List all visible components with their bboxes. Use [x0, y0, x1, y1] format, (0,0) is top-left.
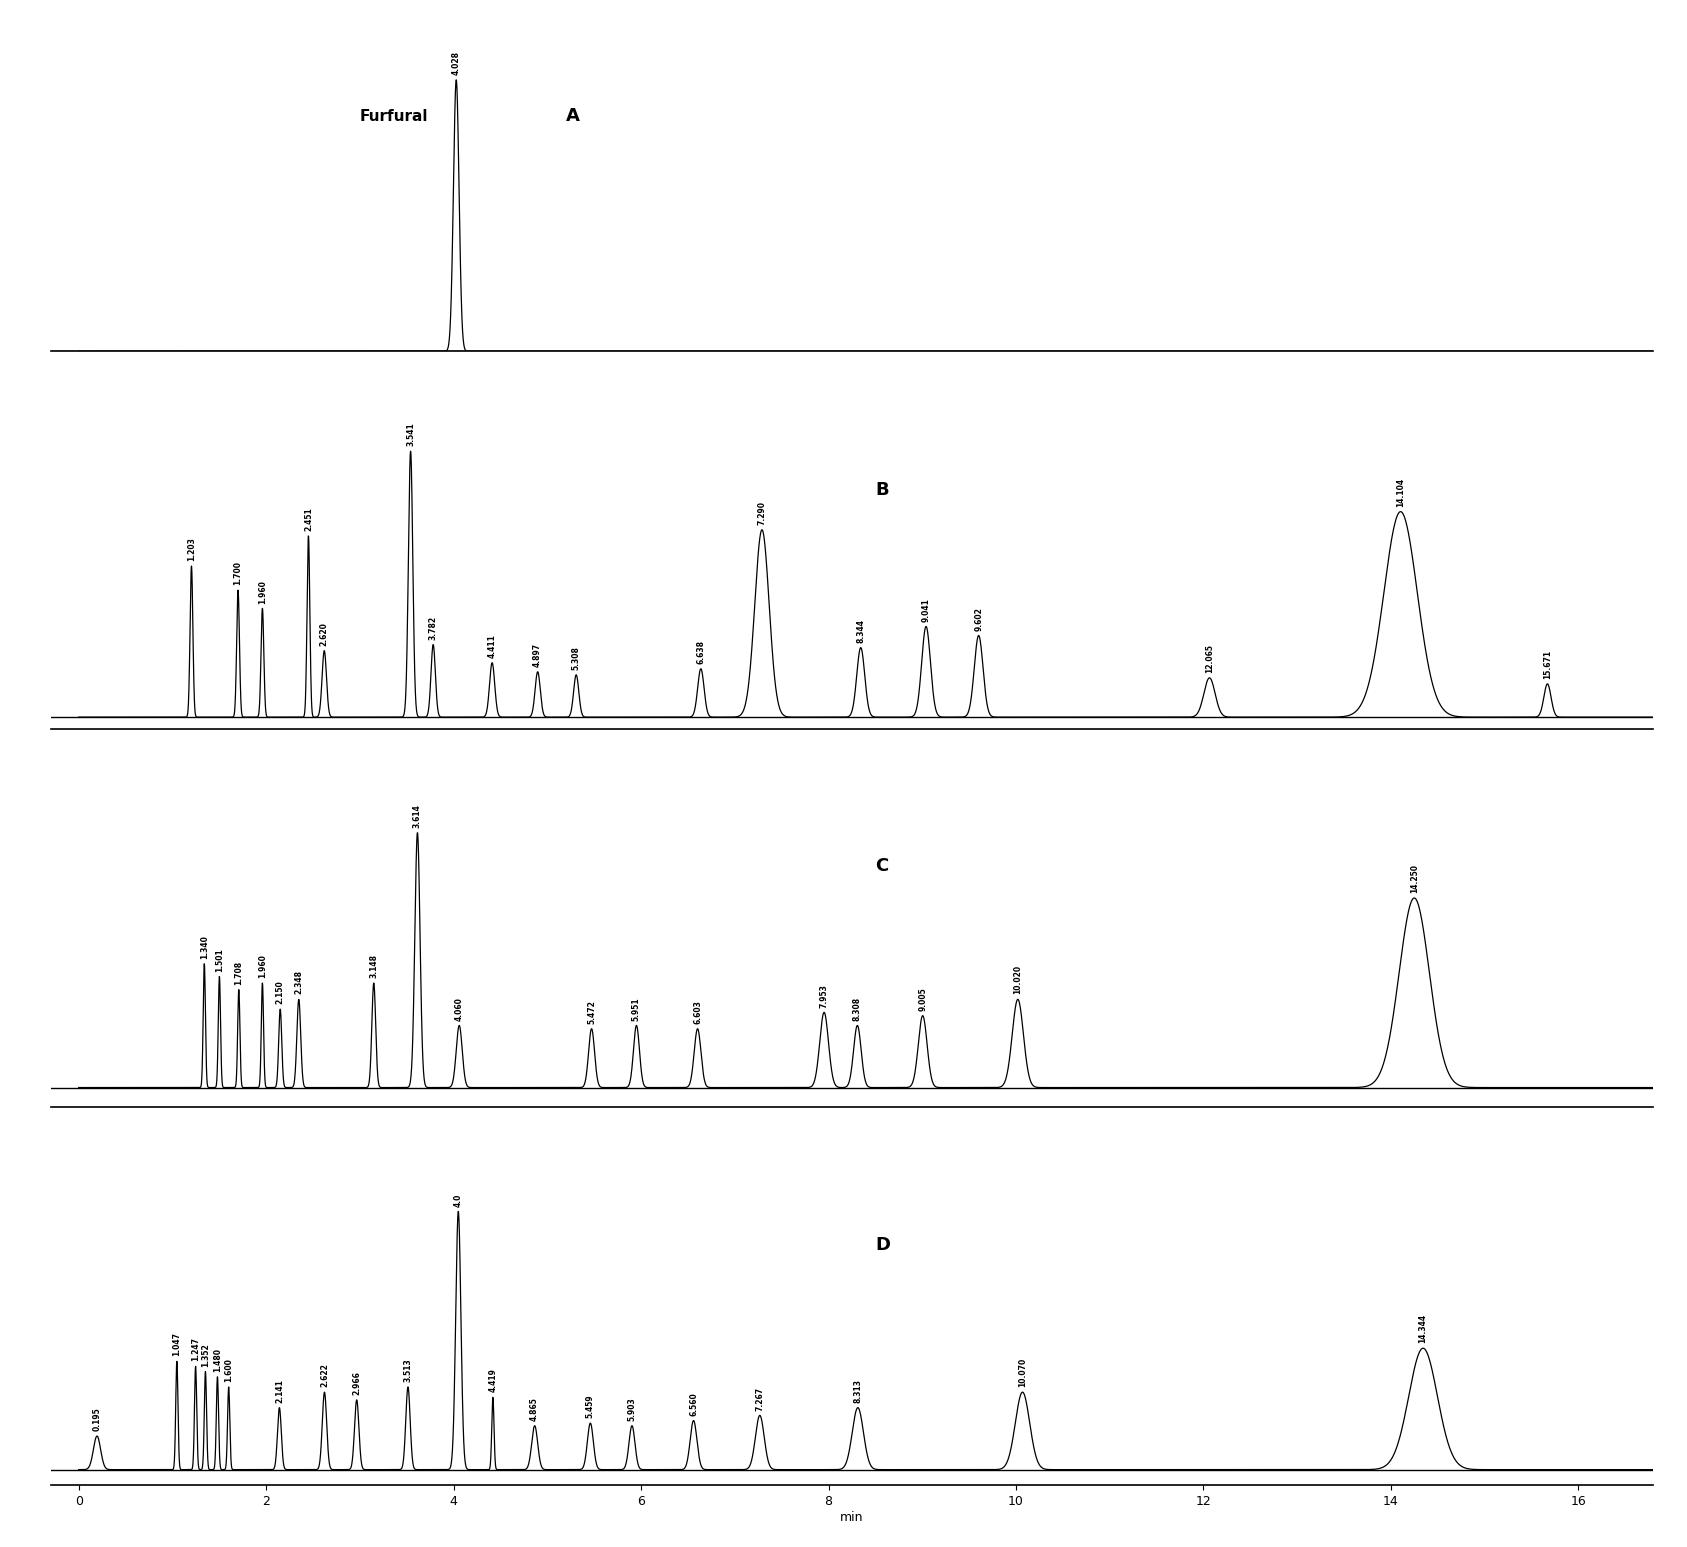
Text: 2.150: 2.150 — [275, 981, 285, 1004]
Text: 4.028: 4.028 — [452, 51, 461, 74]
Text: 1.480: 1.480 — [213, 1347, 223, 1372]
Text: 8.313: 8.313 — [854, 1378, 862, 1403]
Text: 5.459: 5.459 — [585, 1395, 596, 1419]
Text: 2.451: 2.451 — [304, 507, 314, 531]
X-axis label: min: min — [840, 1510, 864, 1524]
Text: 1.352: 1.352 — [201, 1343, 209, 1366]
Text: 2.620: 2.620 — [321, 622, 329, 645]
Text: 5.308: 5.308 — [572, 647, 580, 670]
Text: 9.005: 9.005 — [918, 987, 928, 1010]
Text: 5.472: 5.472 — [587, 999, 596, 1024]
Text: 8.344: 8.344 — [857, 619, 865, 644]
Text: A: A — [567, 107, 580, 125]
Text: 12.065: 12.065 — [1205, 644, 1215, 673]
Text: 7.290: 7.290 — [757, 501, 766, 524]
Text: 1.203: 1.203 — [187, 537, 196, 562]
Text: 1.047: 1.047 — [172, 1332, 182, 1357]
Text: 10.070: 10.070 — [1017, 1358, 1027, 1388]
Text: 3.614: 3.614 — [413, 804, 422, 828]
Text: 6.638: 6.638 — [697, 640, 705, 664]
Text: 1.247: 1.247 — [191, 1338, 201, 1361]
Text: 1.501: 1.501 — [214, 948, 224, 972]
Text: 7.953: 7.953 — [820, 984, 828, 1007]
Text: 2.348: 2.348 — [294, 970, 304, 995]
Text: 3.148: 3.148 — [369, 954, 378, 978]
Text: 7.267: 7.267 — [756, 1386, 764, 1411]
Text: D: D — [876, 1236, 891, 1255]
Text: 9.041: 9.041 — [921, 597, 931, 622]
Text: B: B — [876, 481, 889, 500]
Text: 4.419: 4.419 — [488, 1369, 498, 1392]
Text: 0.195: 0.195 — [93, 1408, 101, 1431]
Text: 1.700: 1.700 — [233, 562, 243, 585]
Text: 4.0: 4.0 — [454, 1193, 462, 1207]
Text: 10.020: 10.020 — [1014, 965, 1022, 995]
Text: 4.897: 4.897 — [533, 644, 542, 667]
Text: 4.865: 4.865 — [530, 1397, 540, 1420]
Text: 14.344: 14.344 — [1419, 1315, 1427, 1343]
Text: 2.622: 2.622 — [321, 1363, 329, 1388]
Text: 3.782: 3.782 — [428, 616, 437, 640]
Text: 2.966: 2.966 — [353, 1371, 361, 1395]
Text: 1.340: 1.340 — [199, 934, 209, 959]
Text: 1.960: 1.960 — [258, 580, 267, 603]
Text: 1.600: 1.600 — [224, 1358, 233, 1381]
Text: C: C — [876, 857, 889, 876]
Text: 4.060: 4.060 — [455, 996, 464, 1021]
Text: 3.541: 3.541 — [407, 422, 415, 447]
Text: 5.951: 5.951 — [633, 996, 641, 1021]
Text: 8.308: 8.308 — [854, 996, 862, 1021]
Text: Furfural: Furfural — [359, 108, 428, 124]
Text: 1.708: 1.708 — [234, 961, 243, 985]
Text: 15.671: 15.671 — [1544, 650, 1552, 679]
Text: 2.141: 2.141 — [275, 1378, 283, 1403]
Text: 3.513: 3.513 — [403, 1358, 413, 1381]
Text: 14.250: 14.250 — [1410, 865, 1419, 893]
Text: 14.104: 14.104 — [1397, 478, 1405, 507]
Text: 6.560: 6.560 — [688, 1392, 698, 1416]
Text: 5.903: 5.903 — [628, 1397, 636, 1420]
Text: 1.960: 1.960 — [258, 954, 267, 978]
Text: 4.411: 4.411 — [488, 634, 496, 657]
Text: 6.603: 6.603 — [693, 999, 702, 1024]
Text: 9.602: 9.602 — [973, 606, 984, 631]
